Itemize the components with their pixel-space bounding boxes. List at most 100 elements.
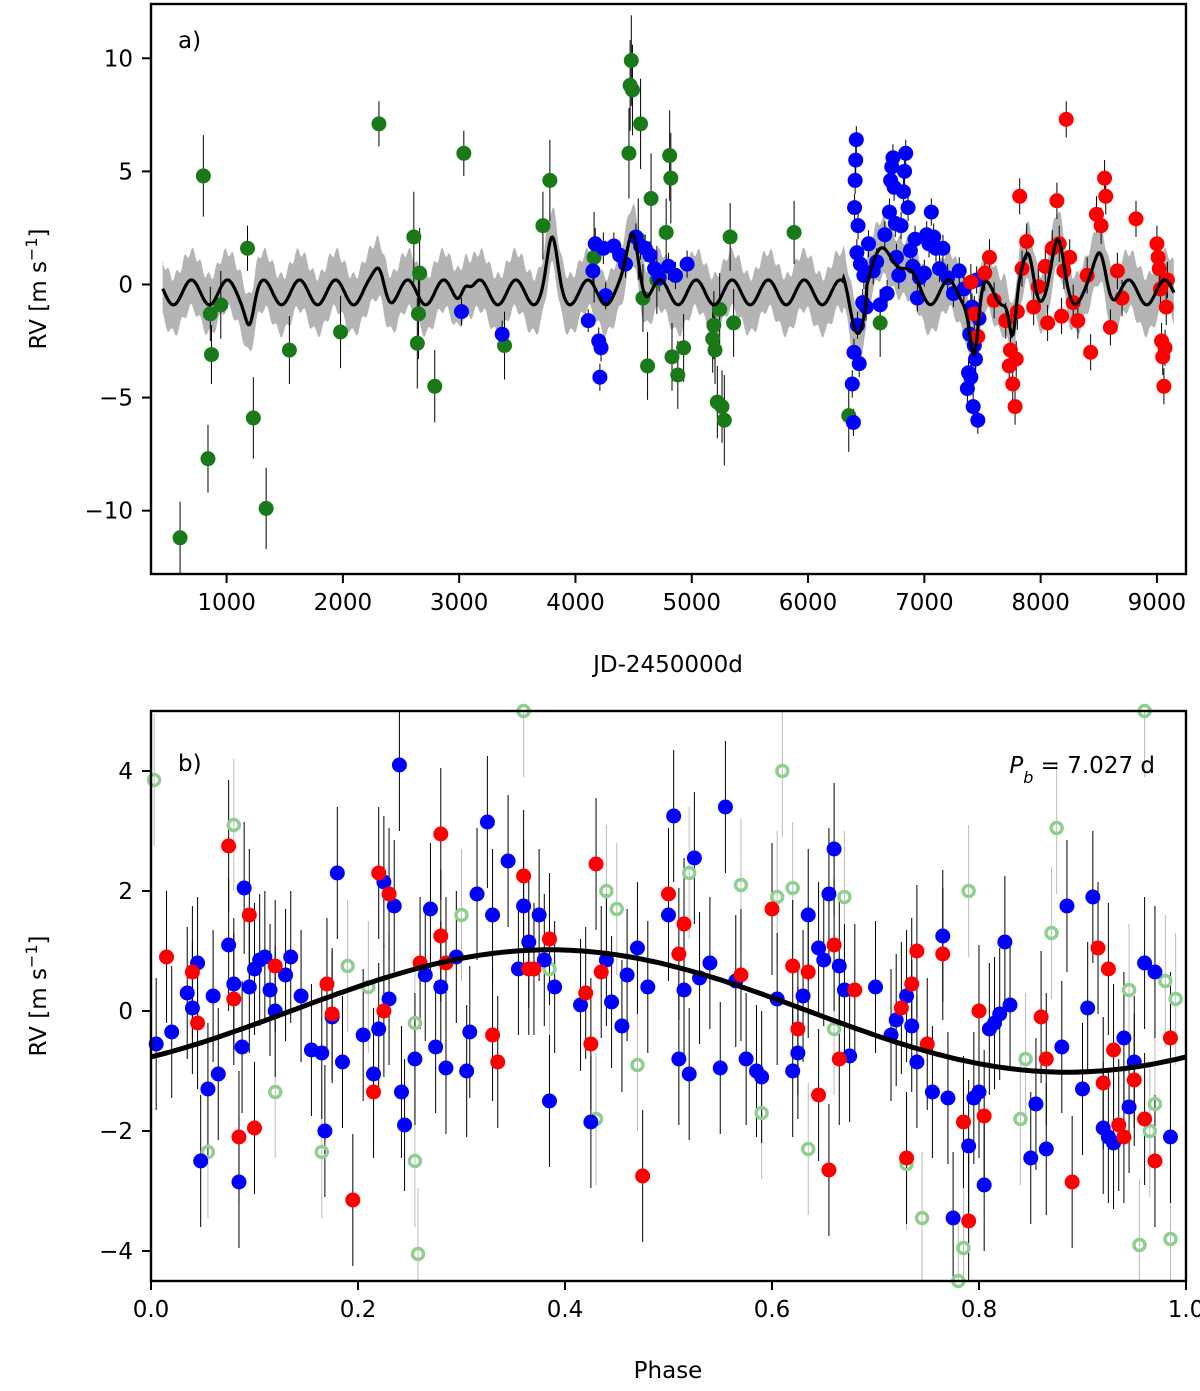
green-data-point — [200, 1144, 216, 1160]
blue-data-point — [816, 952, 832, 968]
red-data-point — [516, 868, 532, 884]
blue-data-point — [790, 1045, 806, 1061]
red-data-point — [231, 1129, 247, 1145]
red-data-point — [1106, 1042, 1122, 1058]
green-data-point — [599, 883, 614, 899]
a-panel-label: a) — [178, 28, 201, 54]
blue-data-point — [945, 1210, 961, 1226]
blue-data-point — [1002, 997, 1018, 1013]
green-data-point — [775, 763, 790, 779]
green-data-point — [240, 240, 256, 256]
red-data-point — [935, 946, 951, 962]
green-data-point — [681, 865, 697, 881]
blue-data-point — [314, 1045, 330, 1061]
green-data-point — [202, 306, 218, 322]
red-data-point — [733, 967, 749, 983]
green-data-point — [914, 1210, 930, 1226]
y-tick-label: 2 — [118, 879, 133, 905]
green-data-point — [1013, 1111, 1028, 1127]
blue-data-point — [970, 412, 986, 428]
blue-data-point — [516, 898, 532, 914]
green-data-point — [213, 297, 229, 313]
green-data-point — [409, 335, 425, 351]
green-data-point — [267, 1084, 283, 1100]
red-data-point — [1137, 1111, 1153, 1127]
green-data-point — [203, 347, 219, 363]
green-data-point — [640, 358, 656, 374]
green-data-point — [624, 82, 640, 98]
y-tick-label: −4 — [99, 1239, 133, 1265]
blue-data-point — [397, 1117, 413, 1133]
green-data-point — [1158, 973, 1173, 989]
blue-data-point — [881, 204, 897, 220]
blue-data-point — [1038, 1141, 1054, 1157]
green-data-point — [407, 1015, 423, 1031]
blue-data-point — [179, 985, 195, 1001]
blue-data-point — [485, 907, 501, 923]
red-data-point — [1019, 234, 1035, 249]
a-y-axis-label: RV [m s−1] — [22, 228, 53, 349]
red-data-point — [1064, 1174, 1080, 1190]
blue-data-point — [1121, 1099, 1137, 1115]
red-data-point — [1095, 1075, 1111, 1091]
blue-data-point — [593, 340, 609, 356]
blue-data-point — [935, 928, 951, 944]
blue-data-point — [992, 1006, 1008, 1022]
red-data-point — [826, 937, 842, 953]
green-data-point — [716, 412, 732, 428]
blue-data-point — [164, 1024, 180, 1040]
blue-data-point — [433, 979, 449, 995]
blue-data-point — [821, 886, 837, 902]
a-y-ticks: −10 −5 0 5 10 — [84, 46, 151, 525]
blue-data-point — [924, 1084, 940, 1100]
red-data-point — [376, 1003, 392, 1019]
blue-data-point — [1080, 1000, 1096, 1016]
blue-data-point — [1162, 1129, 1178, 1145]
green-data-point — [872, 315, 888, 331]
red-data-point — [1100, 961, 1116, 977]
blue-data-point — [381, 991, 397, 1007]
blue-data-point — [879, 286, 895, 302]
red-data-point — [790, 1021, 806, 1037]
x-tick-label: 7000 — [895, 590, 954, 616]
red-data-point — [963, 274, 979, 290]
red-data-point — [800, 964, 816, 980]
green-data-point — [245, 410, 261, 426]
blue-data-point — [888, 1012, 904, 1028]
red-data-point — [1097, 170, 1113, 186]
blue-data-point — [844, 376, 860, 392]
blue-data-point — [585, 263, 601, 279]
red-data-point — [1083, 344, 1099, 360]
green-data-point — [609, 901, 624, 917]
blue-data-point — [850, 218, 866, 234]
blue-data-point — [847, 200, 863, 216]
y-tick-label: −10 — [84, 499, 133, 525]
red-data-point — [366, 1084, 382, 1100]
green-data-point — [826, 1021, 842, 1037]
blue-data-point — [671, 1051, 687, 1067]
red-data-point — [1162, 1030, 1178, 1046]
x-tick-label: 0.0 — [133, 1297, 170, 1323]
blue-data-point — [712, 1060, 728, 1076]
blue-data-point — [1116, 1030, 1132, 1046]
blue-data-point — [923, 204, 939, 220]
blue-data-point — [210, 1066, 226, 1082]
red-data-point — [526, 961, 542, 977]
green-data-point — [961, 883, 976, 899]
red-data-point — [1126, 1072, 1142, 1088]
green-data-point — [427, 378, 443, 394]
blue-data-point — [785, 1063, 801, 1079]
green-data-point — [769, 889, 785, 905]
blue-data-point — [231, 1174, 247, 1190]
blue-data-point — [583, 1114, 599, 1130]
green-data-point — [621, 145, 637, 161]
green-data-point — [676, 340, 692, 356]
red-data-point — [904, 976, 920, 992]
blue-data-point — [422, 901, 438, 917]
blue-data-point — [417, 967, 433, 983]
green-data-point — [412, 265, 428, 281]
green-data-point — [200, 451, 216, 467]
blue-data-point — [428, 1039, 444, 1055]
red-data-point — [785, 958, 801, 974]
blue-data-point — [676, 982, 692, 998]
